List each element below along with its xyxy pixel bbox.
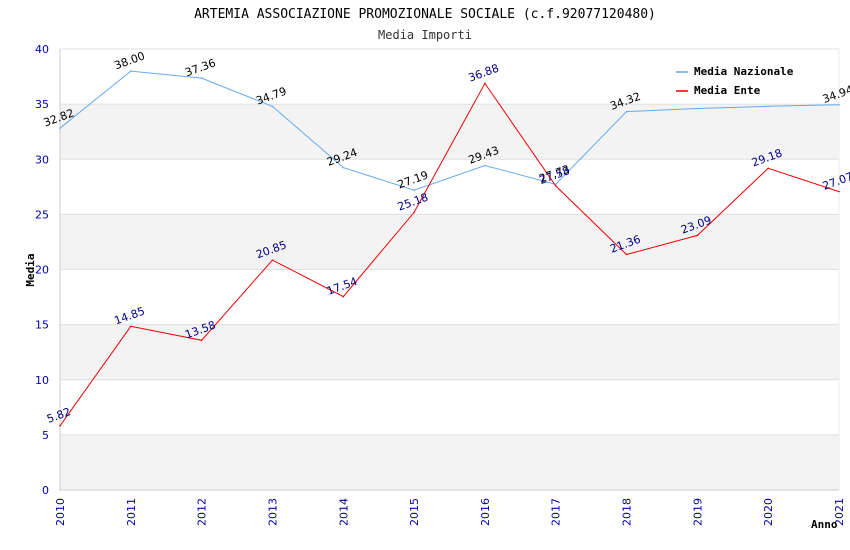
x-tick-label: 2012 — [196, 498, 209, 526]
series-line-ente — [59, 82, 840, 427]
y-tick-labels: 0 5 10 15 20 25 30 35 40 — [35, 43, 49, 497]
data-label: 17.54 — [325, 275, 359, 298]
y-tick-label: 25 — [35, 208, 49, 221]
data-point — [200, 339, 203, 342]
grid-band — [60, 214, 839, 270]
y-tick-label: 5 — [42, 429, 49, 442]
x-tick-label: 2015 — [408, 498, 421, 526]
y-tick-label: 10 — [35, 374, 49, 387]
x-tick-label: 2017 — [550, 498, 563, 526]
data-label: 5.82 — [45, 405, 72, 426]
data-point — [696, 234, 699, 237]
x-tick-label: 2011 — [125, 498, 138, 526]
data-label: 36.88 — [467, 62, 501, 85]
data-point — [271, 259, 274, 261]
chart-subtitle: Media Importi — [378, 28, 472, 42]
y-tick-label: 30 — [35, 153, 49, 166]
y-axis-title: Media — [24, 253, 37, 286]
series-line-nazionale — [59, 70, 840, 191]
x-tick-label: 2020 — [762, 498, 775, 526]
data-point — [342, 295, 345, 298]
data-label: 34.94 — [821, 83, 850, 106]
data-point — [413, 211, 415, 214]
y-tick-label: 15 — [35, 319, 49, 332]
data-point — [484, 164, 486, 167]
x-tick-label: 2019 — [691, 498, 704, 526]
legend-box — [669, 59, 809, 99]
data-point — [554, 185, 557, 187]
data-label: 27.07 — [821, 170, 850, 193]
data-label: 25.18 — [396, 191, 430, 214]
data-label: 38.00 — [113, 49, 147, 72]
gridlines — [60, 48, 839, 491]
data-point — [130, 325, 132, 328]
data-point — [413, 189, 415, 192]
axes — [59, 49, 840, 491]
data-point — [130, 70, 132, 72]
grid-bands — [60, 104, 839, 490]
series-lines — [59, 70, 840, 427]
data-point — [767, 105, 769, 108]
data-point — [838, 103, 840, 106]
data-point — [59, 425, 61, 427]
chart-title: ARTEMIA ASSOCIAZIONE PROMOZIONALE SOCIAL… — [194, 7, 656, 22]
grid-band — [60, 434, 839, 490]
x-tick-label: 2010 — [54, 498, 67, 526]
x-axis-title: Anno — [811, 518, 838, 531]
legend-label-ente: Media Ente — [694, 84, 761, 97]
x-tick-labels: 2010 2011 2012 2013 2014 2015 2016 2017 2018 2019… — [54, 498, 846, 526]
y-tick-label: 20 — [35, 264, 49, 277]
data-point — [342, 166, 345, 169]
data-point — [625, 253, 628, 256]
grid-band — [60, 324, 839, 380]
y-tick-label: 40 — [35, 43, 49, 56]
data-point — [484, 82, 486, 85]
x-tick-label: 2014 — [337, 498, 350, 526]
data-label: 37.36 — [183, 56, 217, 79]
grid-band — [60, 104, 839, 160]
data-point — [59, 127, 61, 129]
legend: Media Nazionale Media Ente — [669, 59, 809, 99]
data-point — [767, 167, 769, 170]
data-point — [271, 105, 274, 108]
data-point — [838, 190, 840, 193]
y-tick-label: 0 — [42, 484, 49, 497]
data-label: 14.85 — [113, 305, 147, 328]
x-tick-label: 2018 — [621, 498, 634, 526]
data-label: 27.19 — [396, 168, 430, 191]
legend-label-nazionale: Media Nazionale — [694, 65, 794, 78]
data-point — [625, 110, 628, 113]
x-tick-label: 2016 — [479, 498, 492, 526]
x-tick-label: 2013 — [266, 498, 279, 526]
data-point — [200, 77, 203, 79]
data-point — [696, 107, 699, 110]
y-tick-label: 35 — [35, 98, 49, 111]
x-tick-label: 2021 — [833, 498, 846, 526]
